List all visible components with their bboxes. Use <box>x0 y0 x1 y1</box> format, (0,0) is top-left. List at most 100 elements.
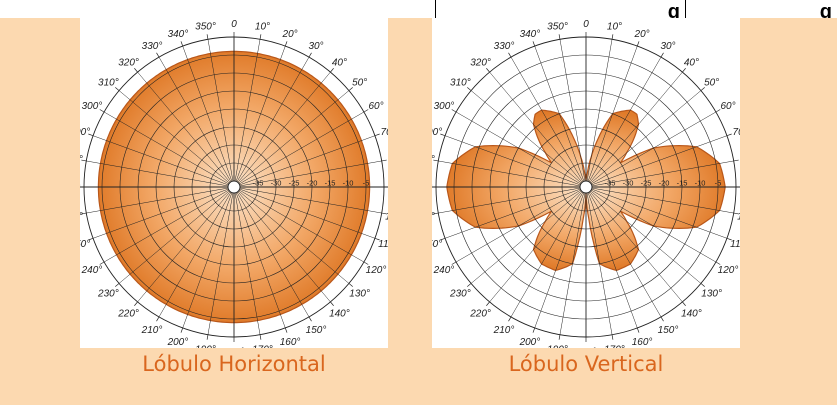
grid-spoke <box>489 191 583 303</box>
angle-label: 300° <box>434 101 455 112</box>
angle-label: 30° <box>308 41 323 52</box>
header-cell-text: g <box>819 1 832 18</box>
angle-label: 100° <box>385 211 388 222</box>
grid-spoke <box>591 187 734 214</box>
grid-spoke <box>158 192 232 318</box>
angle-tick <box>88 133 94 137</box>
grid-spoke <box>438 160 581 187</box>
grid-spoke <box>234 192 261 335</box>
grid-spoke <box>591 160 734 187</box>
angle-tick <box>433 212 439 215</box>
angle-tick <box>308 316 312 322</box>
angle-label: 250° <box>80 239 90 250</box>
radial-tick-label: -35 <box>605 179 616 188</box>
angle-label: 0 <box>583 19 589 30</box>
angle-tick <box>134 68 138 73</box>
grid-spoke <box>591 111 717 185</box>
angle-tick <box>156 52 160 58</box>
grid-spoke <box>239 187 382 214</box>
angle-tick <box>206 34 209 40</box>
angle-label: 310° <box>450 78 471 89</box>
angle-tick <box>440 133 446 137</box>
angle-label: 130° <box>701 288 722 299</box>
angle-tick <box>636 327 640 333</box>
angle-label: 130° <box>349 288 370 299</box>
angle-label: 190° <box>547 345 568 348</box>
angle-tick <box>508 316 512 322</box>
grid-spoke <box>238 190 350 284</box>
grid-spoke <box>118 190 230 284</box>
angle-tick <box>81 212 87 215</box>
grid-spoke <box>444 188 581 239</box>
angle-label: 140° <box>681 309 702 320</box>
angle-tick <box>259 334 262 340</box>
header-cell: g <box>435 0 686 18</box>
angle-label: 220° <box>117 309 139 320</box>
grid-spoke <box>207 39 234 182</box>
angle-label: 290° <box>432 127 442 138</box>
grid-spoke <box>158 56 232 182</box>
radial-tick-label: -25 <box>289 179 300 188</box>
angle-tick <box>156 316 160 322</box>
angle-label: 70° <box>381 127 388 138</box>
angle-label: 340° <box>168 29 189 40</box>
angle-label: 320° <box>118 57 139 68</box>
horizontal-lobe-caption: Lóbulo Horizontal <box>142 352 326 376</box>
angle-label: 280° <box>80 155 83 166</box>
angle-tick <box>486 68 490 73</box>
angle-label: 140° <box>329 309 350 320</box>
grid-spoke <box>559 192 586 335</box>
angle-tick <box>660 316 664 322</box>
grid-spoke <box>591 135 728 186</box>
angle-label: 120° <box>718 265 739 276</box>
grid-spoke <box>239 111 365 185</box>
angle-tick <box>206 334 209 340</box>
radial-tick-label: -15 <box>325 179 336 188</box>
radial-tick-label: -25 <box>641 179 652 188</box>
angle-tick <box>715 261 721 265</box>
angle-label: 110° <box>730 239 740 250</box>
angle-tick <box>486 301 490 306</box>
angle-tick <box>348 283 353 287</box>
angle-label: 120° <box>366 265 387 276</box>
angle-tick <box>715 109 721 113</box>
angle-label: 100° <box>737 211 740 222</box>
angle-label: 180° <box>224 347 245 348</box>
angle-tick <box>733 212 739 215</box>
angle-label: 30° <box>660 41 675 52</box>
radial-tick-label: -5 <box>363 179 370 188</box>
grid-spoke <box>455 111 581 185</box>
angle-tick <box>348 87 353 91</box>
angle-label: 230° <box>449 288 471 299</box>
grid-spoke <box>534 192 585 329</box>
grid-spoke <box>489 71 583 183</box>
angle-label: 60° <box>368 101 383 112</box>
grid-spoke <box>510 56 584 182</box>
angle-label: 20° <box>282 29 298 40</box>
angle-label: 310° <box>98 78 119 89</box>
angle-label: 330° <box>494 41 515 52</box>
grid-spoke <box>182 192 233 329</box>
grid-spoke <box>239 189 365 263</box>
grid-spoke <box>239 188 376 239</box>
angle-label: 70° <box>733 127 740 138</box>
grid-spoke <box>588 192 662 318</box>
angle-tick <box>433 159 439 162</box>
angle-tick <box>733 159 739 162</box>
grid-spoke <box>589 71 683 183</box>
angle-tick <box>88 237 94 241</box>
angle-label: 150° <box>658 325 679 336</box>
angle-label: 230° <box>97 288 119 299</box>
grid-spoke <box>559 39 586 182</box>
angle-tick <box>558 34 561 40</box>
angle-label: 20° <box>634 29 650 40</box>
angle-label: 10° <box>255 21 270 32</box>
angle-label: 240° <box>81 265 103 276</box>
horizontal-lobe-chart: 010°20°30°40°50°60°70°80°90°100°110°120°… <box>59 19 406 358</box>
angle-label: 170° <box>604 345 625 348</box>
angle-label: 40° <box>332 57 347 68</box>
grid-spoke <box>591 189 717 263</box>
angle-label: 350° <box>547 21 568 32</box>
grid-spoke <box>587 45 638 182</box>
angle-tick <box>700 283 705 287</box>
